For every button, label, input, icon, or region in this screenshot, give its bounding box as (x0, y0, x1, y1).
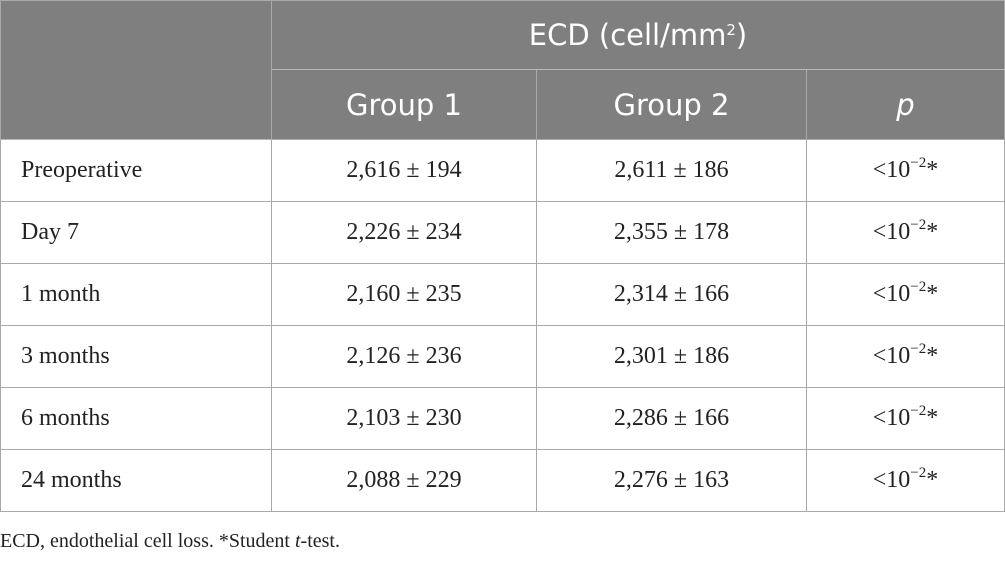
p-value-exponent: −2 (910, 465, 927, 481)
table-body: Preoperative 2,616 ± 194 2,611 ± 186 <10−2*… (0, 139, 1005, 512)
footnote-italic: t (294, 530, 301, 552)
group-2-value: 2,301 ± 186 (536, 325, 807, 388)
row-label: Day 7 (0, 201, 272, 264)
table-row: 3 months 2,126 ± 236 2,301 ± 186 <10−2* (0, 325, 1005, 388)
header-group-2: Group 2 (536, 69, 807, 140)
p-value: <10−2* (805, 201, 1005, 264)
group-1-value: 2,103 ± 230 (271, 387, 537, 450)
group-1-value: 2,126 ± 236 (271, 325, 537, 388)
table-row: Day 7 2,226 ± 234 2,355 ± 178 <10−2* (0, 201, 1005, 264)
header-group-title: ECD (cell/mm2) (270, 0, 1005, 70)
p-value-base: <10 (872, 157, 911, 183)
table-row: Preoperative 2,616 ± 194 2,611 ± 186 <10−2* (0, 139, 1005, 202)
p-value: <10−2* (805, 325, 1005, 388)
header-group-title-text: ECD (cell/mm (528, 18, 727, 52)
p-value-mark: * (926, 343, 939, 369)
group-1-value: 2,160 ± 235 (271, 263, 537, 326)
header-row-top: ECD (cell/mm2) (0, 0, 1005, 140)
row-label: 24 months (0, 449, 272, 512)
header-blank-cell (0, 0, 272, 140)
row-label: 3 months (0, 325, 272, 388)
p-value: <10−2* (805, 387, 1005, 450)
group-1-value: 2,088 ± 229 (271, 449, 537, 512)
group-1-value: 2,616 ± 194 (271, 139, 537, 202)
header-row-sub: Group 1 Group 2 p (1, 69, 1005, 140)
p-value-mark: * (926, 405, 939, 431)
p-value: <10−2* (805, 263, 1005, 326)
p-value-mark: * (926, 467, 939, 493)
row-label: Preoperative (0, 139, 272, 202)
table-row: 6 months 2,103 ± 230 2,286 ± 166 <10−2* (0, 387, 1005, 450)
footnote-text-end: -test. (300, 530, 340, 552)
p-value-exponent: −2 (910, 403, 927, 419)
group-2-value: 2,314 ± 166 (536, 263, 807, 326)
p-value-exponent: −2 (910, 155, 927, 171)
header-group-title-sup: 2 (726, 21, 736, 39)
p-value-exponent: −2 (910, 279, 927, 295)
p-value-mark: * (926, 157, 939, 183)
group-2-value: 2,355 ± 178 (536, 201, 807, 264)
p-value-base: <10 (872, 405, 911, 431)
ecd-table: ECD (cell/mm2) Group 1 Group 2 p Preoper… (0, 0, 1005, 512)
p-value-exponent: −2 (910, 217, 927, 233)
group-2-value: 2,286 ± 166 (536, 387, 807, 450)
p-value-base: <10 (872, 281, 911, 307)
row-label: 1 month (0, 263, 272, 326)
p-value-mark: * (926, 219, 939, 245)
header-group-title-end: ) (735, 18, 748, 52)
p-value-base: <10 (872, 343, 911, 369)
group-2-value: 2,276 ± 163 (536, 449, 807, 512)
table-row: 24 months 2,088 ± 229 2,276 ± 163 <10−2* (0, 449, 1005, 512)
table-footnote: ECD, endothelial cell loss. *Student t-t… (0, 530, 340, 553)
group-1-value: 2,226 ± 234 (271, 201, 537, 264)
footnote-text: ECD, endothelial cell loss. *Student (0, 530, 295, 552)
p-value: <10−2* (805, 449, 1005, 512)
data-table-container: ECD (cell/mm2) Group 1 Group 2 p Preoper… (0, 0, 1005, 512)
header-group-1: Group 1 (271, 69, 537, 140)
table-row: 1 month 2,160 ± 235 2,314 ± 166 <10−2* (0, 263, 1005, 326)
row-label: 6 months (0, 387, 272, 450)
p-value-exponent: −2 (910, 341, 927, 357)
p-value-mark: * (926, 281, 939, 307)
p-value: <10−2* (805, 139, 1005, 202)
group-2-value: 2,611 ± 186 (536, 139, 807, 202)
header-p-value: p (805, 69, 1005, 140)
p-value-base: <10 (872, 467, 911, 493)
p-value-base: <10 (872, 219, 911, 245)
